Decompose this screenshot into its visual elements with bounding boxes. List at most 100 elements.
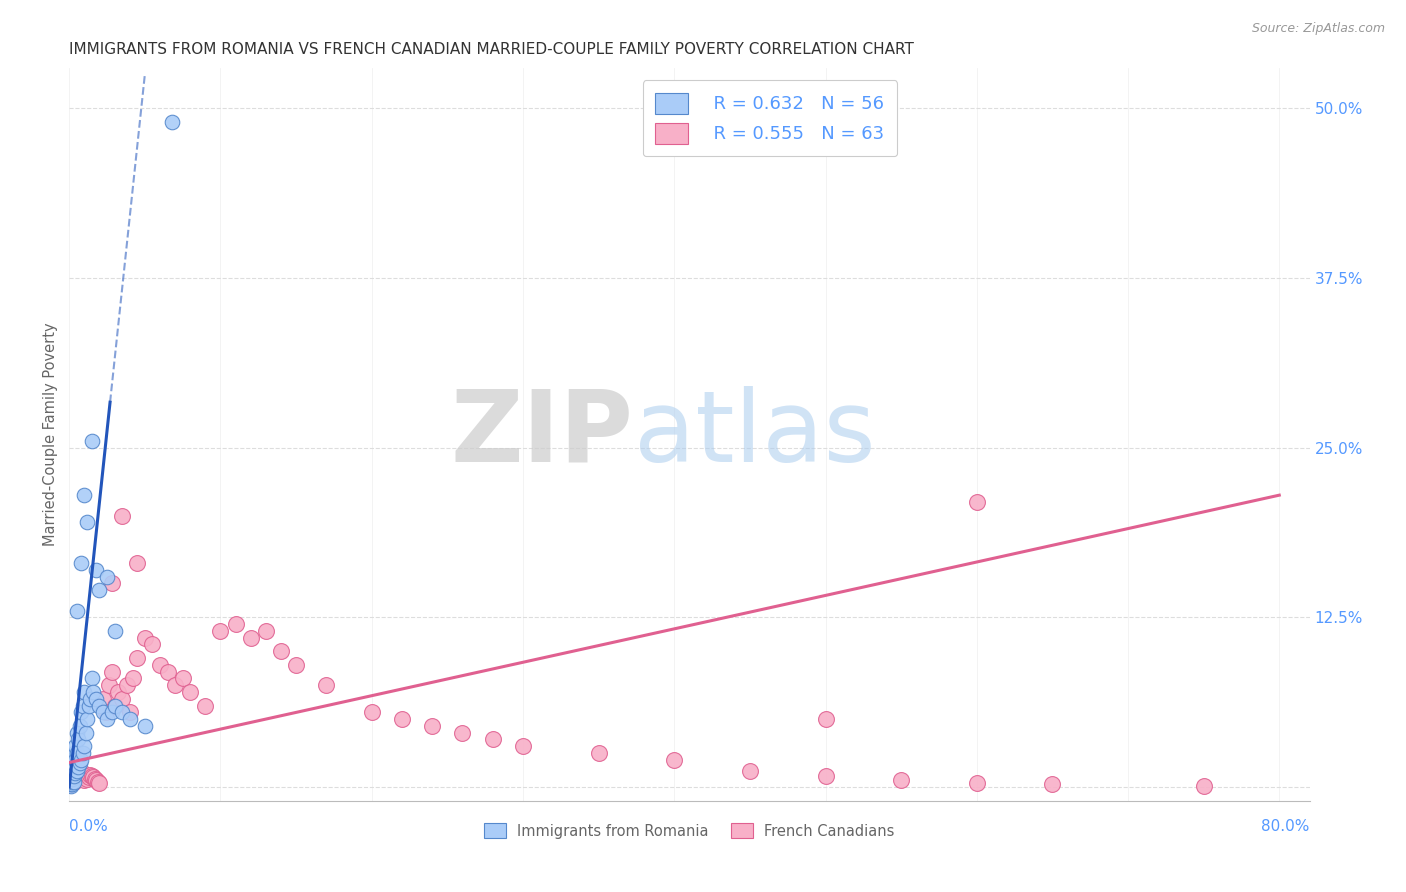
Point xyxy=(77,698,100,713)
Point xyxy=(1040,777,1063,791)
Point xyxy=(315,678,337,692)
Point xyxy=(160,115,183,129)
Point xyxy=(96,569,118,583)
Point xyxy=(62,769,84,783)
Point xyxy=(451,725,474,739)
Point xyxy=(70,706,93,720)
Point xyxy=(127,556,149,570)
Text: atlas: atlas xyxy=(634,385,875,483)
Point xyxy=(60,766,83,780)
Point xyxy=(66,764,89,778)
Point xyxy=(111,508,134,523)
Point xyxy=(75,725,97,739)
Point xyxy=(156,665,179,679)
Point xyxy=(80,769,103,783)
Text: ZIP: ZIP xyxy=(451,385,634,483)
Point xyxy=(66,746,89,760)
Point xyxy=(209,624,232,638)
Point xyxy=(481,732,503,747)
Point xyxy=(59,773,82,788)
Point xyxy=(391,712,413,726)
Point xyxy=(239,631,262,645)
Point xyxy=(79,691,101,706)
Point xyxy=(89,776,111,790)
Point xyxy=(70,768,93,782)
Point xyxy=(69,719,91,733)
Point xyxy=(59,777,82,791)
Point xyxy=(76,516,98,530)
Point xyxy=(172,672,194,686)
Point xyxy=(84,772,107,786)
Point xyxy=(70,556,93,570)
Point xyxy=(118,706,141,720)
Point xyxy=(91,691,114,706)
Point xyxy=(86,563,108,577)
Point xyxy=(100,665,122,679)
Point xyxy=(67,732,90,747)
Point xyxy=(254,624,277,638)
Point xyxy=(111,706,134,720)
Point xyxy=(94,706,117,720)
Point xyxy=(80,672,103,686)
Point xyxy=(67,771,90,785)
Point xyxy=(141,637,163,651)
Point xyxy=(80,434,103,448)
Point xyxy=(104,698,127,713)
Point xyxy=(107,685,129,699)
Point xyxy=(420,719,443,733)
Point xyxy=(66,725,89,739)
Text: IMMIGRANTS FROM ROMANIA VS FRENCH CANADIAN MARRIED-COUPLE FAMILY POVERTY CORRELA: IMMIGRANTS FROM ROMANIA VS FRENCH CANADI… xyxy=(69,42,914,57)
Y-axis label: Married-Couple Family Poverty: Married-Couple Family Poverty xyxy=(44,322,58,546)
Point xyxy=(66,772,89,786)
Point xyxy=(65,766,87,780)
Point xyxy=(60,772,83,786)
Point xyxy=(67,759,90,773)
Point xyxy=(100,706,122,720)
Point xyxy=(97,678,120,692)
Point xyxy=(73,685,96,699)
Text: Source: ZipAtlas.com: Source: ZipAtlas.com xyxy=(1251,22,1385,36)
Point xyxy=(69,769,91,783)
Point xyxy=(82,771,104,785)
Point xyxy=(60,777,83,791)
Point xyxy=(966,495,988,509)
Point xyxy=(149,657,172,672)
Point xyxy=(59,776,82,790)
Point xyxy=(79,768,101,782)
Point xyxy=(225,617,247,632)
Point xyxy=(62,746,84,760)
Point xyxy=(270,644,292,658)
Point xyxy=(72,746,94,760)
Point xyxy=(127,651,149,665)
Point xyxy=(360,706,382,720)
Point xyxy=(60,776,83,790)
Point xyxy=(77,771,100,785)
Point xyxy=(121,672,143,686)
Point xyxy=(76,712,98,726)
Point xyxy=(76,772,98,786)
Point xyxy=(115,678,138,692)
Text: 80.0%: 80.0% xyxy=(1261,819,1309,834)
Point xyxy=(66,603,89,617)
Point xyxy=(111,691,134,706)
Point xyxy=(86,773,108,788)
Point xyxy=(89,583,111,598)
Point xyxy=(91,706,114,720)
Point xyxy=(194,698,217,713)
Point xyxy=(60,774,83,789)
Point xyxy=(59,777,82,791)
Point xyxy=(104,624,127,638)
Point xyxy=(73,739,96,754)
Point xyxy=(72,698,94,713)
Legend: Immigrants from Romania, French Canadians: Immigrants from Romania, French Canadian… xyxy=(478,817,901,845)
Point xyxy=(62,774,84,789)
Point xyxy=(59,779,82,793)
Point xyxy=(104,698,127,713)
Point xyxy=(72,766,94,780)
Point xyxy=(96,712,118,726)
Point xyxy=(73,488,96,502)
Point xyxy=(62,759,84,773)
Point xyxy=(738,764,761,778)
Point xyxy=(285,657,308,672)
Point xyxy=(62,774,84,789)
